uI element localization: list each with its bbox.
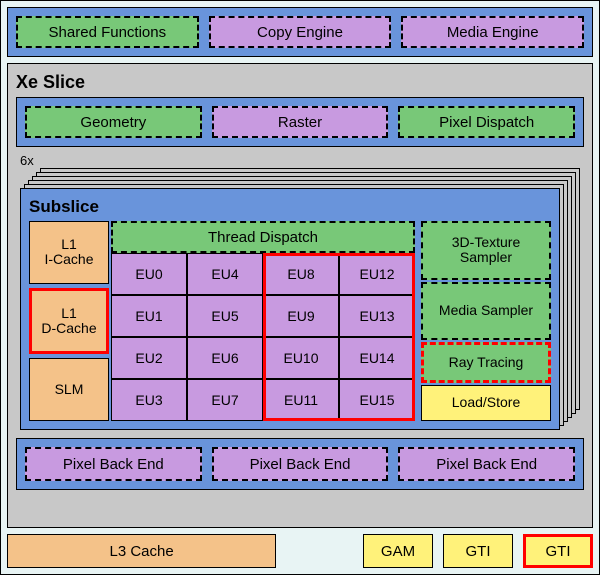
eu-block: EU15 — [339, 379, 415, 421]
eu-block: EU6 — [187, 337, 263, 379]
sampler-column: 3D-Texture Sampler Media Sampler Ray Tra… — [421, 221, 551, 421]
subslice-stack: Subslice L1 I-Cache L1 D-Cache SLM Threa… — [20, 168, 580, 430]
eu-block: EU2 — [111, 337, 187, 379]
eu-block: EU8 — [263, 253, 339, 295]
eu-block: EU13 — [339, 295, 415, 337]
subslice-body: L1 I-Cache L1 D-Cache SLM Thread Dispatc… — [29, 221, 551, 421]
slice-top-row: Geometry Raster Pixel Dispatch — [16, 97, 584, 147]
top-engines-row: Shared Functions Copy Engine Media Engin… — [7, 7, 593, 57]
spacer — [286, 534, 353, 568]
subslice: Subslice L1 I-Cache L1 D-Cache SLM Threa… — [20, 188, 560, 430]
shared-functions-block: Shared Functions — [16, 16, 199, 48]
media-engine-block: Media Engine — [401, 16, 584, 48]
eu-block: EU11 — [263, 379, 339, 421]
copy-engine-block: Copy Engine — [209, 16, 392, 48]
xe-slice: Xe Slice Geometry Raster Pixel Dispatch … — [7, 63, 593, 528]
bottom-row: L3 Cache GAM GTI GTI — [7, 534, 593, 568]
eu-block: EU0 — [111, 253, 187, 295]
eu-block: EU12 — [339, 253, 415, 295]
cache-column: L1 I-Cache L1 D-Cache SLM — [29, 221, 109, 421]
eu-block: EU3 — [111, 379, 187, 421]
raster-block: Raster — [212, 106, 389, 138]
eu-block: EU7 — [187, 379, 263, 421]
eu-column: Thread Dispatch EU0EU4EU8EU12EU1EU5EU9EU… — [111, 221, 415, 421]
l3-cache-block: L3 Cache — [7, 534, 276, 568]
pixel-backend-row: Pixel Back End Pixel Back End Pixel Back… — [16, 438, 584, 490]
gti-block-highlighted: GTI — [523, 534, 593, 568]
eu-block: EU4 — [187, 253, 263, 295]
eu-block: EU14 — [339, 337, 415, 379]
subslice-title: Subslice — [29, 197, 551, 217]
geometry-block: Geometry — [25, 106, 202, 138]
subslice-count-label: 6x — [20, 153, 584, 168]
l1-icache-block: L1 I-Cache — [29, 221, 109, 284]
gpu-block-diagram: Shared Functions Copy Engine Media Engin… — [0, 0, 600, 575]
thread-dispatch-block: Thread Dispatch — [111, 221, 415, 253]
eu-block: EU10 — [263, 337, 339, 379]
media-sampler-block: Media Sampler — [421, 282, 551, 341]
eu-block: EU9 — [263, 295, 339, 337]
gam-block: GAM — [363, 534, 433, 568]
pixel-backend-block: Pixel Back End — [25, 447, 202, 481]
l1-dcache-block: L1 D-Cache — [29, 288, 109, 355]
eu-block: EU1 — [111, 295, 187, 337]
pixel-backend-block: Pixel Back End — [212, 447, 389, 481]
gti-block: GTI — [443, 534, 513, 568]
pixel-dispatch-block: Pixel Dispatch — [398, 106, 575, 138]
eu-grid: EU0EU4EU8EU12 EU1EU5EU9EU13 EU2EU6EU10EU14… — [111, 253, 415, 421]
eu-block: EU5 — [187, 295, 263, 337]
pixel-backend-block: Pixel Back End — [398, 447, 575, 481]
slice-title: Xe Slice — [16, 72, 584, 93]
3d-texture-sampler-block: 3D-Texture Sampler — [421, 221, 551, 280]
slm-block: SLM — [29, 358, 109, 421]
load-store-block: Load/Store — [421, 385, 551, 421]
ray-tracing-block: Ray Tracing — [421, 342, 551, 382]
